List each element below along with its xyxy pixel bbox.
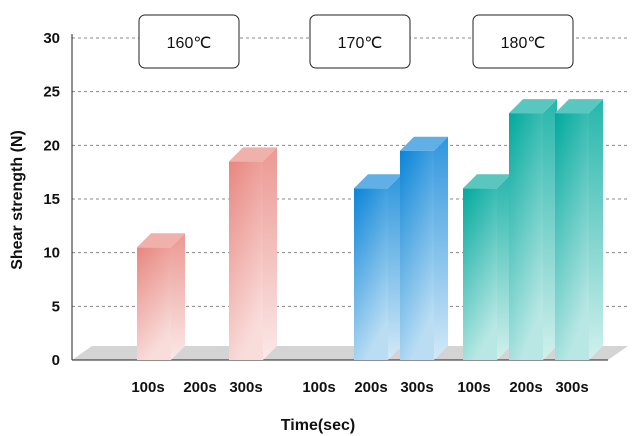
y-tick-label: 10 — [43, 245, 60, 262]
bar-front — [555, 113, 589, 360]
group-label-box — [472, 14, 574, 69]
bar-side — [388, 174, 402, 360]
bar-front — [509, 113, 543, 360]
bar-top — [555, 99, 603, 114]
bars — [137, 99, 603, 360]
bar-top — [354, 174, 402, 189]
y-tick-label: 15 — [43, 191, 60, 208]
bar-1-2 — [400, 136, 448, 360]
bar-top — [400, 136, 448, 151]
bar-side — [434, 136, 448, 360]
bar-side — [497, 174, 511, 360]
group-label-1: 170℃ — [338, 35, 383, 52]
bar-front — [400, 150, 434, 360]
x-tick-label: 200s — [509, 379, 542, 396]
x-tick-label: 100s — [131, 379, 164, 396]
bar-front — [137, 247, 171, 360]
bar-side — [263, 147, 277, 360]
bar-0-2 — [229, 147, 277, 360]
bar-side — [543, 99, 557, 360]
bar-top — [509, 99, 557, 114]
x-tick-label: 300s — [229, 379, 262, 396]
bar-0-0 — [137, 233, 185, 360]
bar-side — [589, 99, 603, 360]
y-tick-label: 20 — [43, 137, 60, 154]
y-tick-label: 30 — [43, 30, 60, 47]
group-label-box — [138, 14, 240, 69]
labels: 0 5 10 15 20 25 30 160℃ 100s 200s 300s 170℃ 100s 200s… — [9, 14, 589, 434]
bar-front — [463, 188, 497, 360]
x-tick-label: 100s — [302, 379, 335, 396]
bar-side — [171, 233, 185, 360]
x-axis-title: Time(sec) — [281, 417, 355, 434]
x-tick-label: 100s — [457, 379, 490, 396]
bar-2-2 — [555, 99, 603, 360]
x-tick-label: 300s — [555, 379, 588, 396]
bar-top — [137, 233, 185, 248]
y-tick-label: 5 — [52, 298, 60, 315]
group-label-0: 160℃ — [167, 35, 212, 52]
y-axis-title: Shear strength (N) — [9, 130, 26, 270]
bar-2-0 — [463, 174, 511, 360]
x-tick-label: 300s — [400, 379, 433, 396]
bar-top — [229, 147, 277, 162]
bar-1-1 — [354, 174, 402, 360]
group-label-2: 180℃ — [501, 35, 546, 52]
x-tick-label: 200s — [183, 379, 216, 396]
group-label-box — [309, 14, 411, 69]
y-tick-label: 25 — [43, 84, 60, 101]
bar-front — [354, 188, 388, 360]
bar-top — [463, 174, 511, 189]
bar-front — [229, 161, 263, 360]
bar-2-1 — [509, 99, 557, 360]
x-tick-label: 200s — [354, 379, 387, 396]
y-tick-label: 0 — [52, 352, 60, 369]
